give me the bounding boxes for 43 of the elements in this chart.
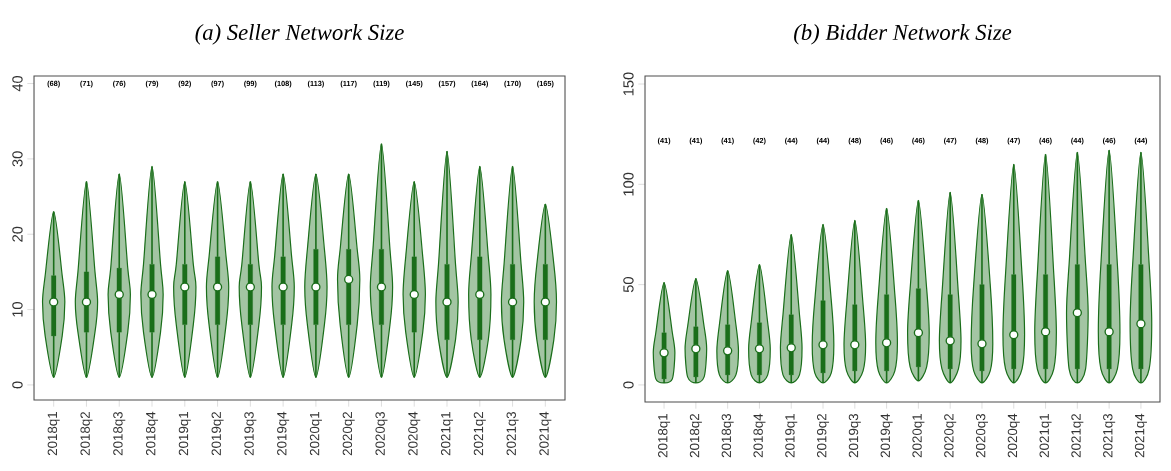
x-tick-label: 2019q4 (277, 411, 290, 456)
x-tick-label: 2019q4 (880, 413, 893, 458)
x-tick-label: 2019q3 (244, 411, 257, 456)
x-tick-label: 2018q2 (689, 414, 702, 458)
chart-title: (b) Bidder Network Size (794, 24, 1012, 45)
x-tick-label: 2020q1 (309, 412, 322, 456)
x-tick-label: 2018q1 (47, 412, 60, 456)
x-tick-label: 2018q2 (80, 412, 93, 456)
x-tick-label: 2020q3 (375, 411, 388, 456)
x-tick-label: 2020q2 (342, 412, 355, 456)
x-tick-label: 2020q4 (1007, 413, 1020, 458)
x-tick-label: 2018q3 (113, 411, 126, 456)
y-tick-label: 50 (623, 277, 634, 293)
x-tick-label: 2019q1 (785, 414, 798, 458)
x-tick-label: 2019q1 (178, 412, 191, 456)
y-tick-label: 20 (12, 226, 23, 242)
x-tick-label: 2018q3 (721, 413, 734, 458)
y-tick-label: 100 (623, 172, 634, 196)
x-tick-label: 2019q2 (816, 414, 830, 458)
x-tick-label: 2020q2 (944, 414, 957, 458)
x-tick-label: 2020q4 (408, 411, 421, 456)
chart-title: (a) Seller Network Size (195, 24, 404, 45)
x-tick-label: 2021q3 (506, 411, 519, 456)
x-tick-label: 2019q3 (848, 413, 861, 458)
x-tick-label: 2019q2 (211, 412, 224, 456)
x-tick-label: 2021q2 (473, 412, 486, 456)
x-tick-label: 2020q1 (912, 414, 925, 458)
x-tick-label: 2021q3 (1103, 413, 1116, 458)
x-tick-label: 2021q4 (1134, 413, 1147, 458)
x-tick-label: 2021q1 (1039, 414, 1052, 458)
x-tick-label: 2021q2 (1071, 414, 1084, 458)
x-tick-label: 2021q4 (539, 411, 552, 456)
y-tick-label: 40 (12, 75, 23, 92)
x-tick-label: 2018q4 (753, 413, 766, 458)
y-tick-label: 30 (12, 151, 23, 167)
x-tick-label: 2018q4 (145, 411, 159, 456)
x-tick-label: 2018q1 (658, 414, 671, 458)
y-tick-label: 150 (623, 72, 634, 96)
x-tick-label: 2021q1 (440, 412, 454, 456)
y-tick-label: 10 (12, 302, 23, 317)
y-tick-label: 0 (12, 381, 23, 389)
x-tick-label: 2020q3 (975, 413, 988, 458)
y-tick-label: 0 (623, 381, 634, 389)
